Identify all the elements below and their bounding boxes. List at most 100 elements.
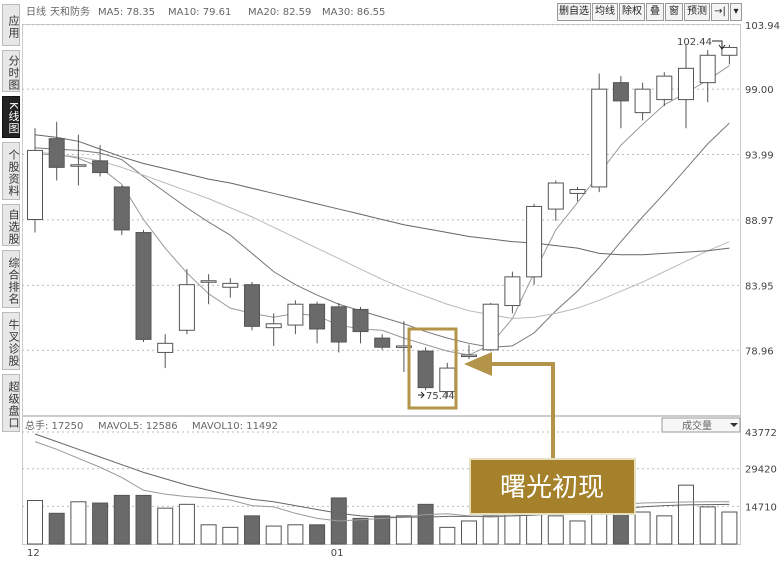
chart-area: 日线 天和防务 MA5: 78.35 MA10: 79.61 MA20: 82.… [22,0,784,564]
volume-bar [656,515,673,545]
date-axis-label: 01 [331,548,344,559]
candle-body-up [699,54,716,84]
candle-body-up [395,345,412,348]
candle-body-up [461,354,477,358]
volume-indicator-select[interactable]: 成交量 [661,417,741,433]
candle-body-down [374,337,391,348]
candle-body-down [244,284,260,327]
volume-bar [265,525,282,545]
candle-body-down [309,303,326,330]
candle-body-up [569,189,586,194]
candlestick [244,282,260,331]
candle-body-up [157,342,174,353]
candlestick [113,185,130,236]
volume-bar [309,524,326,545]
candle-body-up [547,182,564,210]
sidebar-tab-2[interactable]: K线图 [2,96,20,138]
volume-bar [157,507,174,545]
sidebar-tab-6[interactable]: 牛叉诊股 [2,312,20,370]
pattern-highlight-box [407,327,458,410]
volume-bar [244,515,260,545]
ma20-line [34,151,730,320]
legend-period: 日线 [26,5,46,18]
candle-body-down [92,160,109,174]
candle-body-down [48,138,65,168]
price-axis-label: 83.95 [745,281,774,292]
volume-bar [547,515,564,545]
sidebar-tab-5[interactable]: 综合排名 [2,250,20,308]
volume-bar [27,500,43,545]
candlestick [526,203,543,285]
volume-bar [113,494,130,545]
candlestick [591,73,608,193]
candlestick [482,302,499,352]
volume-bar [461,520,477,545]
volume-bar [200,524,217,545]
volume-bar [135,494,152,545]
candle-body-up [439,367,456,393]
volume-legend-mavol5: MAVOL5: 12586 [98,421,178,432]
price-axis-label: 93.99 [745,150,774,161]
sidebar-tab-7[interactable]: 超级盘口 [2,374,20,432]
toolbar-button-3[interactable]: 叠 [646,3,664,21]
candlestick [699,50,716,103]
volume-bar [482,515,499,545]
volume-bar [439,526,456,545]
toolbar-button-2[interactable]: 除权 [619,3,645,21]
sidebar-tab-3[interactable]: 个股资料 [2,142,20,200]
sidebar: 应用分时图 K线图个股资料自选股综合排名牛叉诊股超级盘口 [0,0,22,564]
candlestick [222,278,239,298]
candle-body-up [287,303,304,326]
toolbar-button-1[interactable]: 均线 [592,3,618,21]
volume-select-label: 成交量 [682,419,712,432]
candlestick [395,321,412,372]
volume-bar [92,502,109,545]
callout-text: 曙光初现 [500,473,604,503]
arrow-end-icon[interactable]: →| [711,3,729,21]
volume-panel-frame [22,416,741,545]
candlestick [504,271,521,314]
candle-body-up [504,276,521,307]
candle-body-up [200,280,217,283]
toolbar-button-4[interactable]: 窗 [665,3,683,21]
sidebar-tab-0[interactable]: 应用 [2,4,20,46]
candle-body-down [135,232,152,340]
candle-body-up [678,67,694,101]
candle-body-up [591,88,608,188]
volume-bar [504,512,521,545]
candlestick [135,229,152,343]
candlestick [178,269,195,335]
candle-body-up [634,88,651,114]
legend-ma10: MA10: 79.61 [168,7,231,18]
volume-bar [699,506,716,545]
toolbar-button-0[interactable]: 删自选 [557,3,591,21]
candle-body-up [265,323,282,329]
candle-body-up [178,284,195,331]
candlestick [309,301,326,344]
ma10-line [34,122,730,348]
price-axis-label: 99.00 [745,85,774,96]
candle-body-up [222,282,239,288]
dropdown-icon[interactable]: ▾ [730,3,742,21]
volume-bar [287,524,304,545]
volume-bar [222,526,239,545]
legend-ma30: MA30: 86.55 [322,7,385,18]
volume-bar [70,501,87,545]
candle-body-up [526,205,543,278]
kline-chart-svg: 日线 天和防务 MA5: 78.35 MA10: 79.61 MA20: 82.… [22,5,780,559]
toolbar-button-5[interactable]: 预测 [684,3,710,21]
volume-bar [721,511,738,545]
candle-body-up [70,164,87,167]
volume-bar [374,515,391,545]
legend-ma5: MA5: 78.35 [98,7,155,18]
candle-body-down [113,186,130,231]
candlestick [352,306,369,344]
volume-bar [178,503,195,545]
candlestick [287,300,304,335]
sidebar-tab-4[interactable]: 自选股 [2,204,20,246]
candlestick [70,134,87,186]
candlestick [157,334,174,369]
sidebar-tab-1[interactable]: 分时图 [2,50,20,92]
volume-bar [569,520,586,545]
candlestick [330,302,347,353]
